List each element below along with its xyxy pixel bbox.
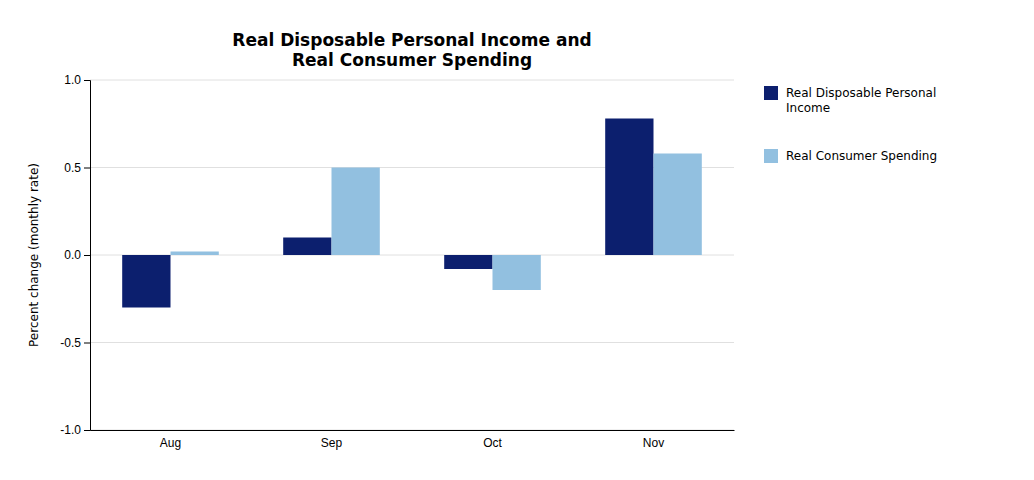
y-tick-mark: [84, 343, 90, 344]
legend-label: Real Consumer Spending: [786, 149, 937, 163]
y-tick-label: -1.0: [60, 423, 81, 437]
y-tick-mark: [84, 80, 90, 81]
bar: [122, 255, 170, 308]
bar: [283, 238, 331, 256]
y-tick-label: -0.5: [60, 336, 81, 350]
y-axis-line: [84, 81, 91, 431]
bar: [171, 252, 219, 256]
y-axis: -1.0 -0.5 0.0 0.5 1.0: [60, 73, 90, 437]
bar-series: [171, 154, 702, 291]
y-tick: 0.5: [64, 161, 90, 175]
bar: [605, 119, 653, 256]
y-tick-label: 0.5: [64, 161, 81, 175]
y-axis-title: Percent change (monthly rate): [27, 163, 41, 347]
x-tick-label: Aug: [160, 436, 181, 450]
bar: [444, 255, 492, 269]
legend-swatch: [764, 149, 778, 163]
x-tick: Oct: [483, 436, 502, 450]
y-tick-label: 1.0: [64, 73, 81, 87]
legend-label-line: Real Consumer Spending: [786, 149, 937, 163]
grid-line: [90, 80, 734, 81]
bar: [332, 168, 380, 256]
plot-area: -1.0 -0.5 0.0 0.5 1.0 Aug Sep Oct Nov: [60, 73, 734, 449]
legend-label-line: Real Disposable Personal: [786, 86, 936, 100]
x-tick-label: Sep: [321, 436, 343, 450]
y-tick-mark: [84, 255, 90, 256]
y-tick: -1.0: [60, 423, 90, 437]
legend: Real Disposable PersonalIncome Real Consu…: [764, 86, 937, 163]
legend-label: Real Disposable PersonalIncome: [786, 86, 936, 115]
legend-label-line: Income: [786, 101, 830, 115]
x-tick: Nov: [643, 436, 664, 450]
y-tick: 1.0: [64, 73, 90, 87]
chart: -1.0 -0.5 0.0 0.5 1.0 Aug Sep Oct Nov Percent cha…: [0, 0, 1034, 480]
x-axis-line: [91, 430, 735, 431]
y-tick-label: 0.0: [64, 248, 81, 262]
y-tick: 0.0: [64, 248, 90, 262]
y-tick-mark: [84, 430, 90, 431]
bar-series: [122, 119, 653, 308]
x-axis: Aug Sep Oct Nov: [91, 431, 735, 450]
x-tick-label: Nov: [643, 436, 664, 450]
bar: [654, 154, 702, 256]
grid-line: [90, 430, 734, 431]
x-tick: Sep: [321, 436, 343, 450]
title-line: Real Disposable Personal Income and: [232, 30, 591, 50]
legend-entry: Real Consumer Spending: [764, 149, 937, 163]
grid: [90, 80, 734, 430]
y-tick-mark: [84, 168, 90, 169]
legend-swatch: [764, 86, 778, 100]
bar: [493, 255, 541, 290]
x-tick-label: Oct: [483, 436, 502, 450]
y-tick: -0.5: [60, 336, 90, 350]
bars: [122, 119, 702, 308]
grid-line: [90, 342, 734, 343]
x-tick: Aug: [160, 436, 181, 450]
title: Real Disposable Personal Income andReal …: [232, 30, 591, 70]
legend-entry: Real Disposable PersonalIncome: [764, 86, 936, 115]
title-line: Real Consumer Spending: [292, 50, 532, 70]
